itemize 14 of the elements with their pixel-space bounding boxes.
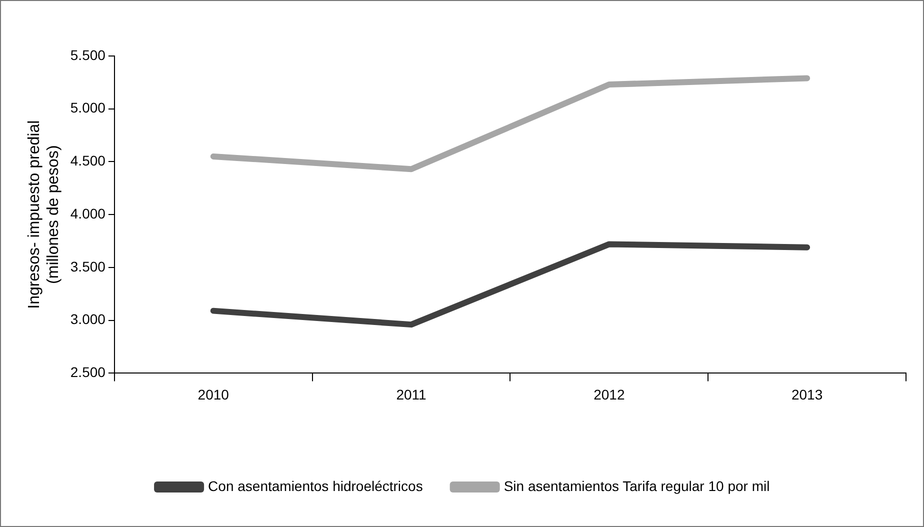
- y-tick-label: 5.000: [70, 100, 106, 116]
- x-tick-label: 2010: [198, 386, 230, 402]
- legend-label: Con asentamientos hidroeléctricos: [208, 478, 423, 494]
- x-tick-label: 2012: [594, 386, 625, 402]
- x-tick-label: 2011: [396, 386, 427, 402]
- y-axis-title: Ingresos- impuesto predial (millones de pesos): [26, 120, 62, 309]
- y-tick-label: 5.500: [70, 46, 106, 63]
- y-tick-label: 3.000: [70, 311, 106, 328]
- y-tick-label: 4.000: [70, 205, 106, 222]
- y-tick-label: 4.500: [70, 152, 106, 169]
- x-tick-label: 2013: [791, 386, 823, 402]
- y-tick-label: 3.500: [70, 258, 106, 274]
- y-tick-label: 2.500: [70, 364, 106, 380]
- legend-label: Sin asentamientos Tarifa regular 10 por mil: [504, 478, 770, 494]
